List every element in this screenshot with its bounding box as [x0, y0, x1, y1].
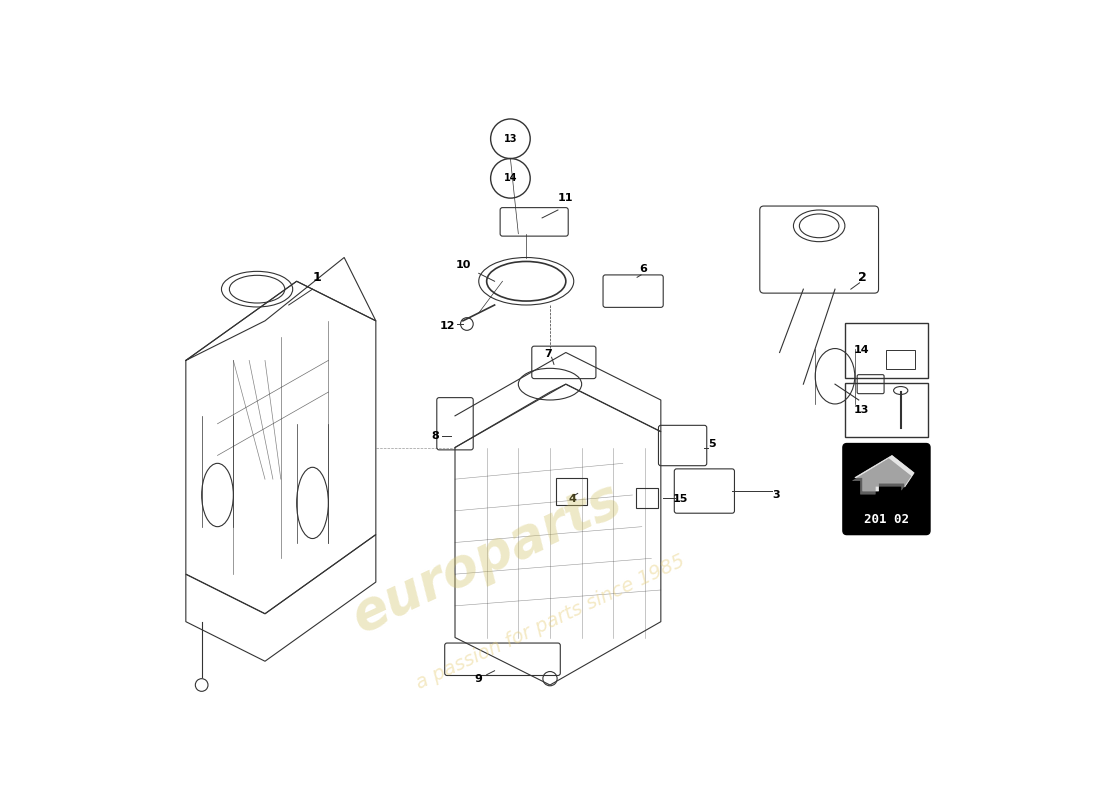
Text: 13: 13: [504, 134, 517, 144]
Text: 7: 7: [544, 349, 552, 359]
Polygon shape: [852, 458, 911, 494]
Text: 11: 11: [558, 193, 573, 203]
Text: 3: 3: [772, 490, 780, 500]
Text: 9: 9: [475, 674, 483, 684]
Circle shape: [461, 318, 473, 330]
Text: 4: 4: [569, 494, 576, 504]
Text: 15: 15: [673, 494, 689, 504]
Text: 14: 14: [854, 345, 869, 355]
Text: 201 02: 201 02: [864, 513, 909, 526]
Text: 14: 14: [504, 174, 517, 183]
Text: europarts: europarts: [343, 473, 629, 643]
Text: 12: 12: [439, 322, 454, 331]
Text: 8: 8: [431, 430, 439, 441]
Text: 10: 10: [455, 261, 471, 270]
Text: 13: 13: [854, 405, 869, 414]
Polygon shape: [855, 455, 914, 491]
Text: a passion for parts since 1985: a passion for parts since 1985: [412, 551, 688, 693]
Text: 1: 1: [312, 271, 321, 284]
FancyBboxPatch shape: [843, 443, 930, 534]
Text: 5: 5: [708, 438, 716, 449]
Text: 2: 2: [858, 270, 867, 284]
Text: 6: 6: [639, 264, 648, 274]
